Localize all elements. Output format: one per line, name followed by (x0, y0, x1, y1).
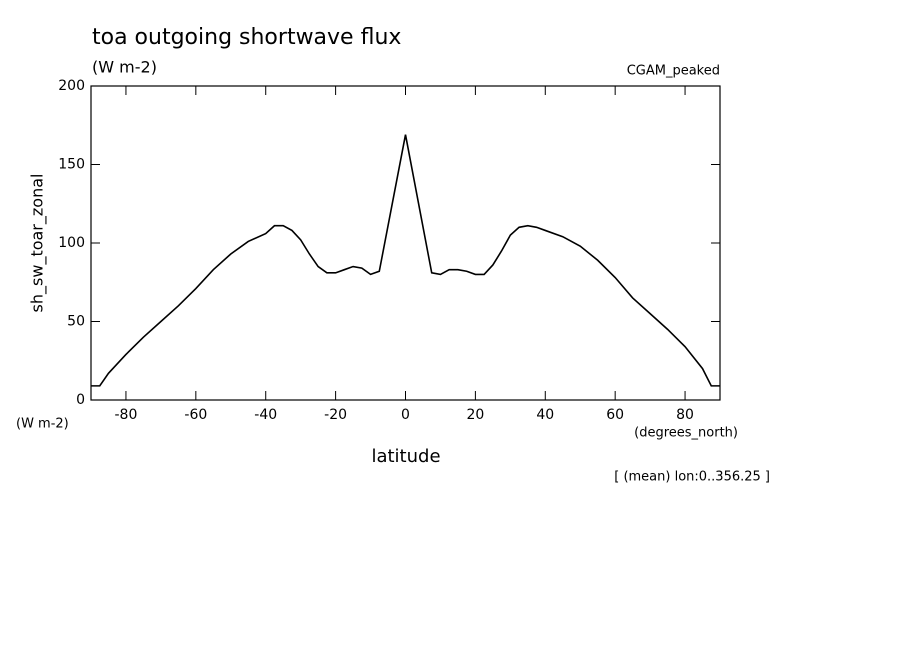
x-tick-label: 60 (606, 407, 624, 423)
x-axis-label: latitude (371, 446, 440, 467)
y-tick-label: 100 (58, 235, 85, 251)
x-tick-label: 80 (676, 407, 694, 423)
y-tick-label: 150 (58, 157, 85, 173)
x-tick-label: 40 (536, 407, 554, 423)
x-tick-label: 20 (466, 407, 484, 423)
data-line (91, 134, 720, 387)
plot-frame (90, 85, 721, 401)
chart-subtitle: (W m-2) (92, 58, 157, 77)
dataset-label: CGAM_peaked (627, 64, 720, 79)
x-tick-label: -40 (254, 407, 277, 423)
x-tick-label: -80 (115, 407, 138, 423)
x-tick-label: 0 (401, 407, 410, 423)
y-tick-label: 0 (76, 392, 85, 408)
chart-title: toa outgoing shortwave flux (92, 25, 401, 50)
y-tick-label: 50 (67, 314, 85, 330)
y-tick-label: 200 (58, 78, 85, 94)
y-units: (W m-2) (16, 417, 69, 432)
x-tick-label: -20 (324, 407, 347, 423)
x-units: (degrees_north) (634, 426, 738, 441)
y-axis-label: sh_sw_toar_zonal (28, 174, 48, 313)
footnote: [ (mean) lon:0..356.25 ] (614, 470, 770, 485)
x-tick-label: -60 (184, 407, 207, 423)
